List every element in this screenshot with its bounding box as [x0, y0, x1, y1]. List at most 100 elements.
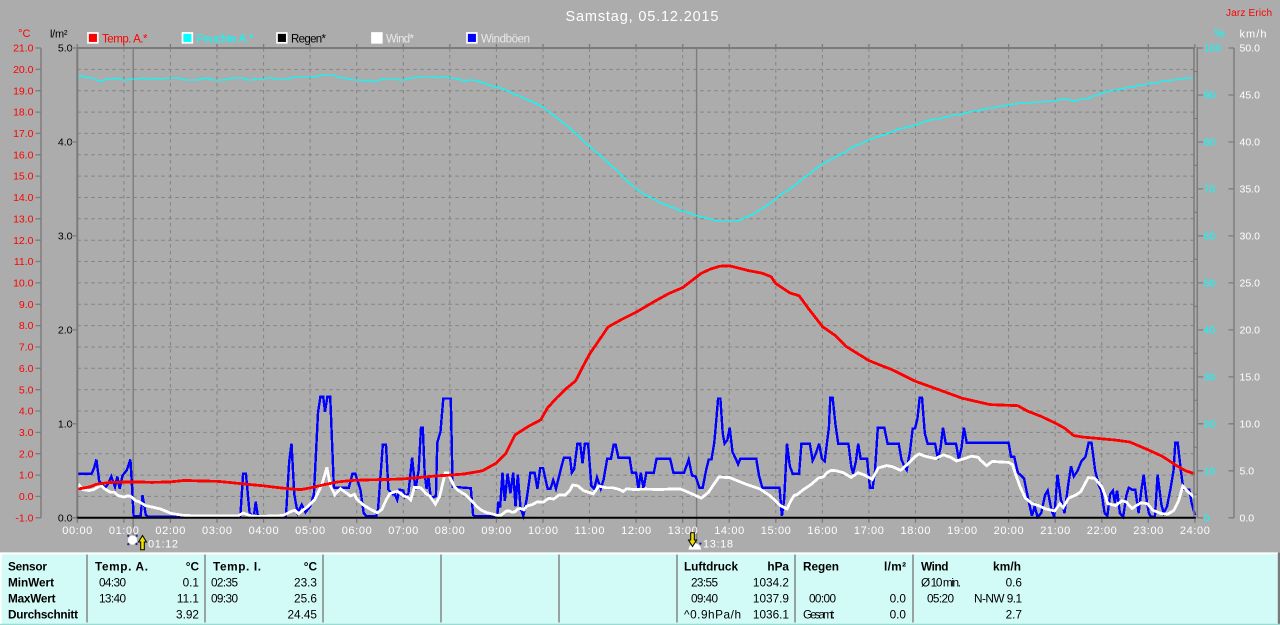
svg-text:10: 10 [1204, 465, 1216, 477]
svg-text:Samstag, 05.12.2015: Samstag, 05.12.2015 [566, 9, 719, 25]
svg-text:11.1: 11.1 [177, 592, 199, 606]
svg-text:2.0: 2.0 [19, 448, 34, 460]
svg-text:50.0: 50.0 [1240, 43, 1261, 55]
svg-text:Windböen: Windböen [481, 34, 530, 46]
svg-text:90: 90 [1204, 90, 1216, 102]
svg-text:100: 100 [1204, 43, 1222, 55]
svg-text:°C: °C [304, 560, 318, 574]
svg-text:03:00: 03:00 [202, 525, 232, 537]
svg-text:17.0: 17.0 [13, 128, 34, 140]
svg-text:10:00: 10:00 [528, 525, 558, 537]
svg-text:11.0: 11.0 [14, 256, 34, 268]
svg-text:N-NW 9.1: N-NW 9.1 [974, 592, 1022, 606]
svg-text:Luftdruck: Luftdruck [684, 560, 738, 574]
svg-text:km/h: km/h [993, 560, 1021, 574]
svg-text:0: 0 [1204, 512, 1210, 524]
svg-text:40.0: 40.0 [1240, 137, 1261, 149]
svg-text:04:00: 04:00 [249, 525, 279, 537]
svg-text:2.7: 2.7 [1006, 608, 1022, 622]
svg-text:MaxWert: MaxWert [8, 592, 56, 606]
svg-text:40: 40 [1204, 325, 1216, 337]
svg-text:Wind*: Wind* [386, 34, 415, 46]
svg-text:02:35: 02:35 [211, 576, 238, 590]
svg-text:05:00: 05:00 [295, 525, 325, 537]
svg-text:14:00: 14:00 [714, 525, 744, 537]
svg-text:Temp. A.: Temp. A. [95, 560, 148, 574]
svg-text:5.0: 5.0 [19, 384, 34, 396]
svg-text:0.1: 0.1 [183, 576, 199, 590]
svg-text:4.0: 4.0 [19, 406, 34, 418]
svg-text:18:00: 18:00 [901, 525, 931, 537]
svg-text:23:00: 23:00 [1133, 525, 1163, 537]
svg-text:50: 50 [1204, 278, 1216, 290]
svg-text:Temp. I.: Temp. I. [213, 560, 261, 574]
svg-text:12.0: 12.0 [13, 235, 34, 247]
svg-text:2.0: 2.0 [58, 325, 73, 337]
svg-text:09:30: 09:30 [211, 592, 238, 606]
svg-text:23:55: 23:55 [691, 576, 718, 590]
svg-text:20: 20 [1204, 418, 1216, 430]
svg-text:Regen*: Regen* [291, 34, 327, 46]
svg-text:Durchschnitt: Durchschnitt [8, 608, 78, 622]
svg-text:10.0: 10.0 [1240, 418, 1261, 430]
svg-text:35.0: 35.0 [1240, 184, 1261, 196]
svg-text:20.0: 20.0 [1240, 325, 1261, 337]
svg-text:8.0: 8.0 [19, 320, 34, 332]
svg-text:5.0: 5.0 [58, 43, 73, 55]
svg-text:09:40: 09:40 [691, 592, 718, 606]
svg-text:Feuchte A.*: Feuchte A.* [197, 34, 255, 46]
svg-text:°C: °C [186, 560, 200, 574]
svg-text:3.0: 3.0 [19, 427, 34, 439]
svg-text:0.0: 0.0 [19, 491, 34, 503]
svg-text:04:30: 04:30 [99, 576, 126, 590]
svg-text:Ø 10 min.: Ø 10 min. [921, 576, 961, 590]
svg-text:6.0: 6.0 [19, 363, 34, 375]
svg-text:21:00: 21:00 [1040, 525, 1070, 537]
svg-text:^0.9hPa/h: ^0.9hPa/h [684, 608, 741, 622]
svg-text:km/h: km/h [1240, 29, 1267, 41]
svg-text:30.0: 30.0 [1240, 231, 1261, 243]
svg-text:08:00: 08:00 [435, 525, 465, 537]
svg-text:01:00: 01:00 [109, 525, 139, 537]
svg-text:05:20: 05:20 [927, 592, 954, 606]
svg-text:7.0: 7.0 [19, 342, 34, 354]
svg-text:%: % [1215, 29, 1225, 41]
svg-text:13:18: 13:18 [703, 539, 733, 551]
svg-text:17:00: 17:00 [854, 525, 884, 537]
svg-text:0.0: 0.0 [890, 608, 907, 622]
svg-text:0.0: 0.0 [890, 592, 907, 606]
svg-text:3.92: 3.92 [176, 608, 199, 622]
svg-text:Jarz Erich: Jarz Erich [1226, 8, 1272, 19]
svg-text:10.0: 10.0 [13, 278, 34, 290]
svg-text:80: 80 [1204, 137, 1216, 149]
svg-text:5.0: 5.0 [1240, 465, 1255, 477]
svg-text:07:00: 07:00 [388, 525, 418, 537]
svg-text:16.0: 16.0 [13, 149, 34, 161]
svg-text:21.0: 21.0 [13, 43, 34, 55]
svg-text:1037.9: 1037.9 [753, 592, 789, 606]
svg-text:l/m²: l/m² [50, 29, 68, 41]
svg-text:70: 70 [1204, 184, 1216, 196]
svg-text:°C: °C [18, 28, 30, 40]
svg-text:0.0: 0.0 [1240, 512, 1255, 524]
svg-text:MinWert: MinWert [8, 576, 54, 590]
svg-text:15.0: 15.0 [13, 171, 34, 183]
svg-text:00:00: 00:00 [62, 525, 92, 537]
svg-text:1.0: 1.0 [19, 470, 34, 482]
svg-text:15:00: 15:00 [761, 525, 791, 537]
svg-text:20:00: 20:00 [994, 525, 1024, 537]
svg-text:0.0: 0.0 [58, 512, 73, 524]
svg-text:12:00: 12:00 [621, 525, 651, 537]
svg-text:02:00: 02:00 [155, 525, 185, 537]
svg-text:0.6: 0.6 [1006, 576, 1023, 590]
svg-text:24.45: 24.45 [287, 608, 317, 622]
svg-text:09:00: 09:00 [481, 525, 511, 537]
svg-text:1034.2: 1034.2 [753, 576, 789, 590]
svg-text:11:00: 11:00 [575, 525, 605, 537]
svg-text:25.0: 25.0 [1240, 278, 1261, 290]
svg-text:18.0: 18.0 [13, 107, 34, 119]
svg-text:Temp. A.*: Temp. A.* [102, 34, 148, 46]
svg-text:15.0: 15.0 [1240, 372, 1261, 384]
svg-text:13:40: 13:40 [99, 592, 126, 606]
svg-text:9.0: 9.0 [19, 299, 34, 311]
